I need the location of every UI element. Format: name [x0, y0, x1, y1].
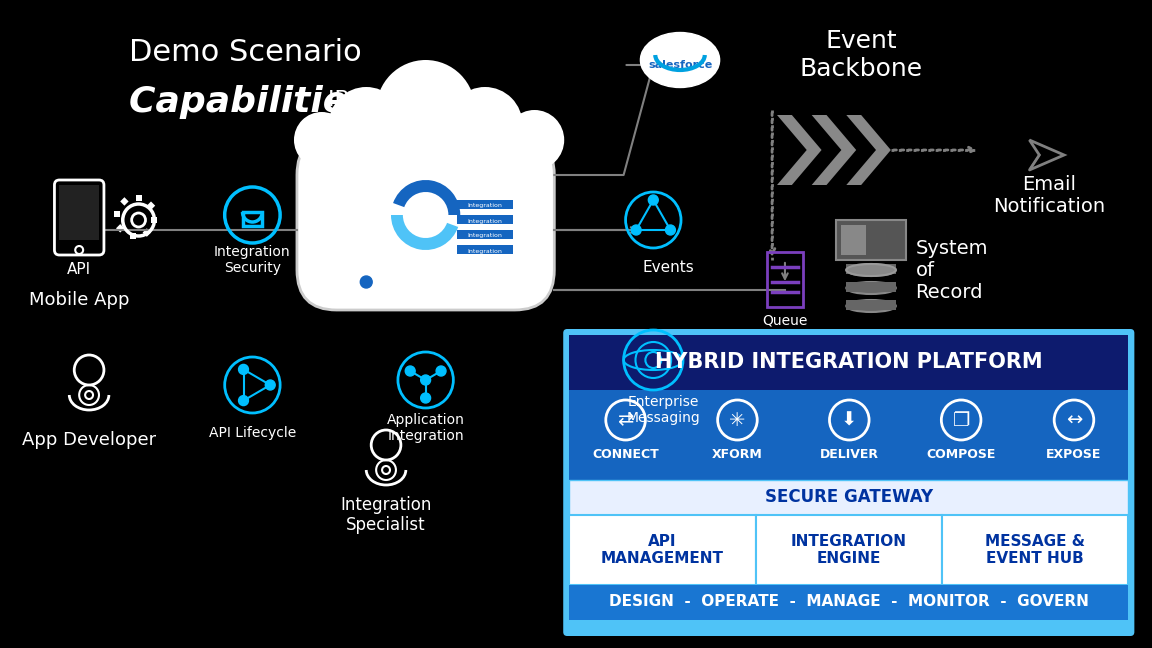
Text: Enterprise
Messaging: Enterprise Messaging — [627, 395, 700, 425]
Bar — [146, 202, 156, 210]
Circle shape — [666, 225, 675, 235]
Bar — [569, 515, 756, 585]
Text: CONNECT: CONNECT — [592, 448, 659, 461]
Circle shape — [631, 225, 642, 235]
FancyBboxPatch shape — [297, 135, 554, 310]
Bar — [756, 515, 942, 585]
Circle shape — [649, 195, 658, 205]
Text: ⬇: ⬇ — [841, 410, 857, 430]
Circle shape — [406, 366, 415, 376]
Bar — [942, 515, 1129, 585]
Bar — [243, 212, 263, 226]
Text: API
MANAGEMENT: API MANAGEMENT — [601, 534, 723, 566]
Text: Application
Integration: Application Integration — [387, 413, 464, 443]
Text: Mobile App: Mobile App — [29, 291, 129, 309]
Text: App Developer: App Developer — [22, 431, 157, 449]
Bar — [836, 220, 905, 260]
Circle shape — [505, 110, 564, 170]
Circle shape — [238, 395, 249, 406]
Bar — [847, 264, 896, 274]
Text: XFORM: XFORM — [712, 448, 763, 461]
Ellipse shape — [641, 32, 720, 87]
Text: COMPOSE: COMPOSE — [926, 448, 995, 461]
Circle shape — [294, 112, 349, 168]
Text: ✳: ✳ — [729, 410, 745, 430]
Text: INTEGRATION
ENGINE: INTEGRATION ENGINE — [790, 534, 907, 566]
Bar — [457, 230, 513, 239]
Text: Integration
Specialist: Integration Specialist — [340, 496, 432, 535]
Bar — [569, 585, 1129, 620]
Bar — [120, 197, 129, 205]
Ellipse shape — [847, 282, 896, 294]
Bar — [151, 217, 158, 223]
Text: Queue: Queue — [763, 313, 808, 327]
Text: Integration: Integration — [468, 248, 502, 253]
Wedge shape — [391, 215, 458, 250]
Text: Email
Notification: Email Notification — [993, 174, 1105, 216]
Bar — [457, 245, 513, 254]
Circle shape — [437, 366, 446, 376]
Text: Demo Scenario: Demo Scenario — [129, 38, 362, 67]
Circle shape — [377, 60, 475, 160]
Circle shape — [447, 87, 523, 163]
Text: ⇄: ⇄ — [617, 410, 634, 430]
Text: Integration
Security: Integration Security — [214, 245, 290, 275]
Polygon shape — [778, 115, 821, 185]
Text: Integration: Integration — [468, 233, 502, 238]
Circle shape — [328, 87, 404, 163]
Bar — [767, 252, 803, 307]
Bar — [116, 224, 124, 233]
FancyBboxPatch shape — [563, 329, 1135, 636]
Text: Event
Backbone: Event Backbone — [799, 29, 923, 81]
Text: API Lifecycle: API Lifecycle — [209, 426, 296, 440]
Bar — [841, 225, 866, 255]
Bar — [847, 300, 896, 310]
Wedge shape — [393, 180, 461, 215]
Ellipse shape — [847, 264, 896, 276]
Circle shape — [265, 380, 275, 390]
Text: Integration: Integration — [468, 218, 502, 224]
Ellipse shape — [847, 264, 896, 276]
Text: ↔: ↔ — [1066, 410, 1082, 430]
Text: Capabilities View: Capabilities View — [129, 85, 479, 119]
Text: Integration: Integration — [468, 203, 502, 209]
Text: EXPOSE: EXPOSE — [1046, 448, 1101, 461]
Bar — [847, 282, 896, 292]
Text: DESIGN  -  OPERATE  -  MANAGE  -  MONITOR  -  GOVERN: DESIGN - OPERATE - MANAGE - MONITOR - GO… — [609, 594, 1089, 610]
Text: MESSAGE &
EVENT HUB: MESSAGE & EVENT HUB — [985, 534, 1085, 566]
Bar — [457, 215, 513, 224]
Bar — [136, 195, 142, 201]
Polygon shape — [812, 115, 856, 185]
Bar — [60, 185, 99, 240]
Bar — [457, 200, 513, 209]
Text: Events: Events — [643, 260, 694, 275]
Bar — [569, 335, 1129, 390]
Bar — [114, 211, 120, 217]
Circle shape — [238, 364, 249, 375]
Text: HYBRID INTEGRATION PLATFORM: HYBRID INTEGRATION PLATFORM — [655, 352, 1043, 372]
Bar — [569, 390, 1129, 480]
Circle shape — [420, 393, 431, 403]
Text: salesforce: salesforce — [647, 60, 712, 70]
Text: DELIVER: DELIVER — [820, 448, 879, 461]
Polygon shape — [847, 115, 890, 185]
Bar — [569, 480, 1129, 515]
Text: API: API — [67, 262, 91, 277]
Circle shape — [420, 375, 431, 385]
Text: System
of
Record: System of Record — [916, 238, 988, 301]
Text: SECURE GATEWAY: SECURE GATEWAY — [765, 488, 933, 506]
Text: ❐: ❐ — [953, 410, 970, 430]
Text: IBM  Cloud Pak
for Integration: IBM Cloud Pak for Integration — [328, 90, 493, 133]
Ellipse shape — [847, 300, 896, 312]
Bar — [143, 228, 151, 237]
Bar — [130, 233, 136, 239]
Circle shape — [361, 276, 372, 288]
